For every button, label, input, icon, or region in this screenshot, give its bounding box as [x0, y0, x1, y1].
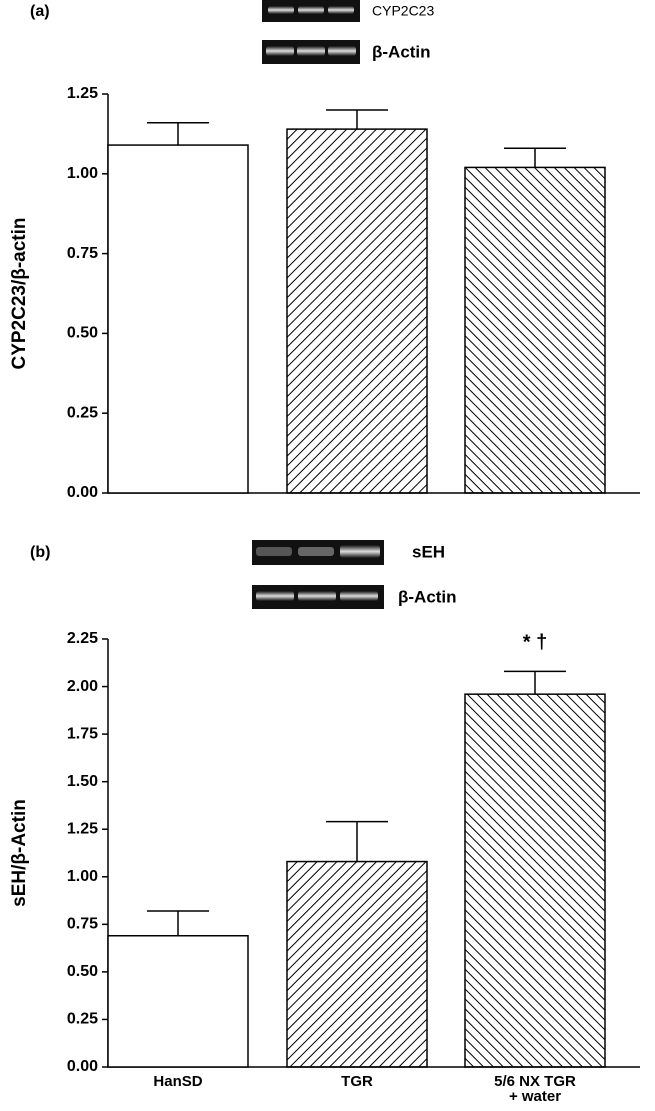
bar [286, 128, 428, 494]
blot [252, 540, 384, 609]
x-tick-label: HanSD [153, 1073, 203, 1090]
y-axis-label: CYP2C23/β-actin [9, 217, 30, 369]
y-tick-label: 1.50 [67, 773, 98, 790]
bar [464, 693, 606, 1068]
annotation: * † [523, 632, 547, 654]
y-tick-label: 1.25 [67, 85, 98, 102]
panel-label: (b) [30, 544, 50, 561]
bar [107, 144, 249, 494]
y-tick-label: 1.25 [67, 820, 98, 837]
y-tick-label: 2.25 [67, 630, 98, 647]
y-tick-label: 1.75 [67, 725, 98, 742]
panel-label: (a) [30, 3, 50, 20]
y-tick-label: 0.50 [67, 963, 98, 980]
y-tick-label: 0.25 [67, 1011, 98, 1028]
y-axis-label: sEH/β-Actin [9, 799, 30, 907]
blot-label: β-Actin [372, 42, 431, 61]
y-tick-label: 0.75 [67, 245, 98, 262]
y-tick-label: 0.00 [67, 1058, 98, 1075]
y-tick-label: 0.00 [67, 484, 98, 501]
y-tick-label: 1.00 [67, 868, 98, 885]
x-tick-label: 5/6 NX TGR + water [494, 1073, 576, 1105]
y-tick-label: 0.75 [67, 916, 98, 933]
blot-label: β-Actin [398, 587, 457, 606]
x-tick-label: TGR [341, 1073, 373, 1090]
y-tick-label: 0.25 [67, 404, 98, 421]
y-tick-label: 1.00 [67, 165, 98, 182]
bar [286, 860, 428, 1068]
bar [107, 934, 249, 1068]
y-tick-label: 0.50 [67, 325, 98, 342]
blot-label: CYP2C23 [372, 3, 434, 19]
blot-label: sEH [412, 542, 445, 561]
blot [262, 0, 360, 64]
bar [464, 166, 606, 494]
y-tick-label: 2.00 [67, 678, 98, 695]
